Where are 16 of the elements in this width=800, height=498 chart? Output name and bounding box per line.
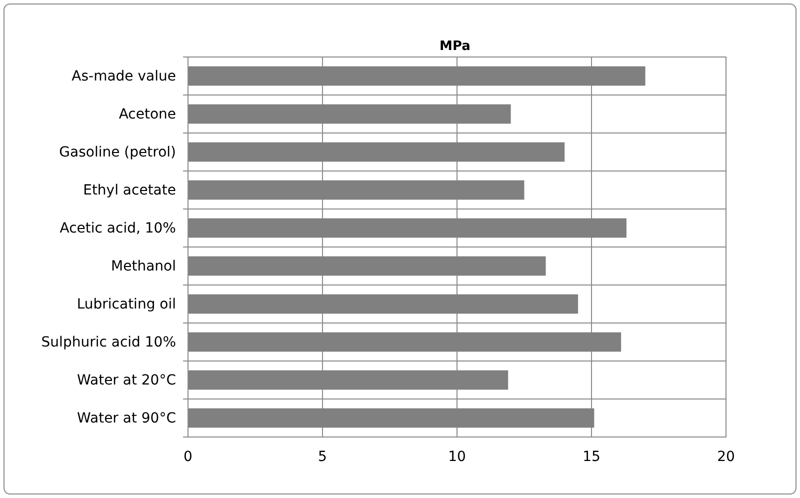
y-tick-label: Lubricating oil	[76, 296, 176, 312]
chart-title: MPa	[440, 39, 470, 54]
y-tick-label: Methanol	[111, 258, 176, 274]
y-tick-label: Acetic acid, 10%	[60, 220, 176, 236]
y-tick-label: Acetone	[118, 106, 176, 122]
y-tick-label: Sulphuric acid 10%	[41, 334, 176, 350]
y-tick-label: Water at 90°C	[77, 410, 176, 426]
y-tick-label: Gasoline (petrol)	[59, 144, 176, 160]
x-tick-label: 0	[184, 448, 192, 465]
x-tick-label: 15	[582, 448, 600, 465]
y-tick-label: As-made value	[72, 68, 176, 84]
x-tick-label: 5	[318, 448, 327, 465]
x-tick-label: 20	[717, 448, 735, 465]
x-tick-label: 10	[448, 448, 466, 465]
y-tick-label: Water at 20°C	[77, 372, 176, 388]
y-tick-label: Ethyl acetate	[83, 182, 176, 198]
